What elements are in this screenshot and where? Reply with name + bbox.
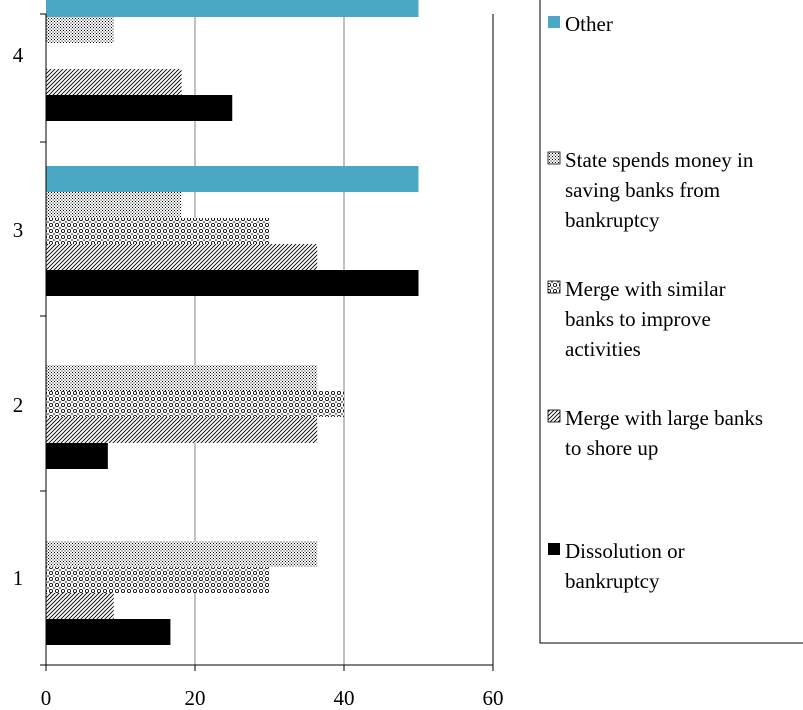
x-tick-label-40: 40 (334, 686, 355, 710)
bar-diag-hatch-cat-1 (46, 593, 114, 619)
legend-label-dots: bankruptcy (565, 208, 660, 232)
legend: Other State spends money in saving banks f… (539, 0, 803, 644)
bars (46, 0, 419, 645)
bar-dots-cat-1 (46, 541, 318, 567)
y-tick-label-3: 3 (13, 218, 24, 242)
legend-label-circles: banks to improve (565, 307, 711, 331)
y-tick-label-1: 1 (13, 566, 24, 590)
legend-label-circles: activities (565, 337, 641, 361)
legend-label-dots: saving banks from (565, 178, 720, 202)
x-tick-label-60: 60 (483, 686, 504, 710)
bar-dots-cat-3 (46, 192, 182, 218)
bar-solid-black-cat-2 (46, 443, 108, 469)
bar-diag-hatch-cat-2 (46, 417, 318, 443)
legend-label-solid-black: Dissolution or (565, 539, 685, 563)
bar-circles-cat-1 (46, 567, 270, 593)
legend-label-solid-teal: Other (565, 12, 613, 36)
legend-label-solid-black: bankruptcy (565, 569, 660, 593)
legend-swatch-dots (547, 151, 561, 165)
bar-solid-teal-cat-4 (46, 0, 419, 17)
x-tick-label-20: 20 (185, 686, 206, 710)
legend-swatch-solid-black (548, 543, 560, 555)
bar-solid-teal-cat-3 (46, 166, 419, 192)
legend-label-diag-hatch: to shore up (565, 436, 658, 460)
y-tick-label-4: 4 (13, 43, 24, 67)
legend-swatch-solid-teal (548, 16, 560, 28)
tick-labels: 0 20 40 60 1 2 3 4 (13, 43, 504, 710)
bar-dots-cat-2 (46, 365, 318, 391)
bar-circles-cat-2 (46, 391, 344, 417)
y-tick-label-2: 2 (13, 393, 24, 417)
bar-diag-hatch-cat-3 (46, 244, 318, 270)
legend-label-circles: Merge with similar (565, 277, 726, 301)
bar-solid-black-cat-4 (46, 95, 233, 121)
bar-dots-cat-4 (46, 17, 114, 43)
bar-solid-black-cat-1 (46, 619, 171, 645)
x-tick-label-0: 0 (41, 686, 52, 710)
legend-swatch-diag-hatch (547, 409, 561, 423)
legend-swatch-circles (547, 280, 561, 294)
bar-solid-black-cat-3 (46, 270, 419, 296)
legend-frame (539, 0, 803, 644)
bar-diag-hatch-cat-4 (46, 69, 182, 95)
axes (40, 13, 494, 671)
legend-label-diag-hatch: Merge with large banks (565, 406, 763, 430)
bar-circles-cat-3 (46, 218, 270, 244)
legend-label-dots: State spends money in (565, 148, 754, 172)
